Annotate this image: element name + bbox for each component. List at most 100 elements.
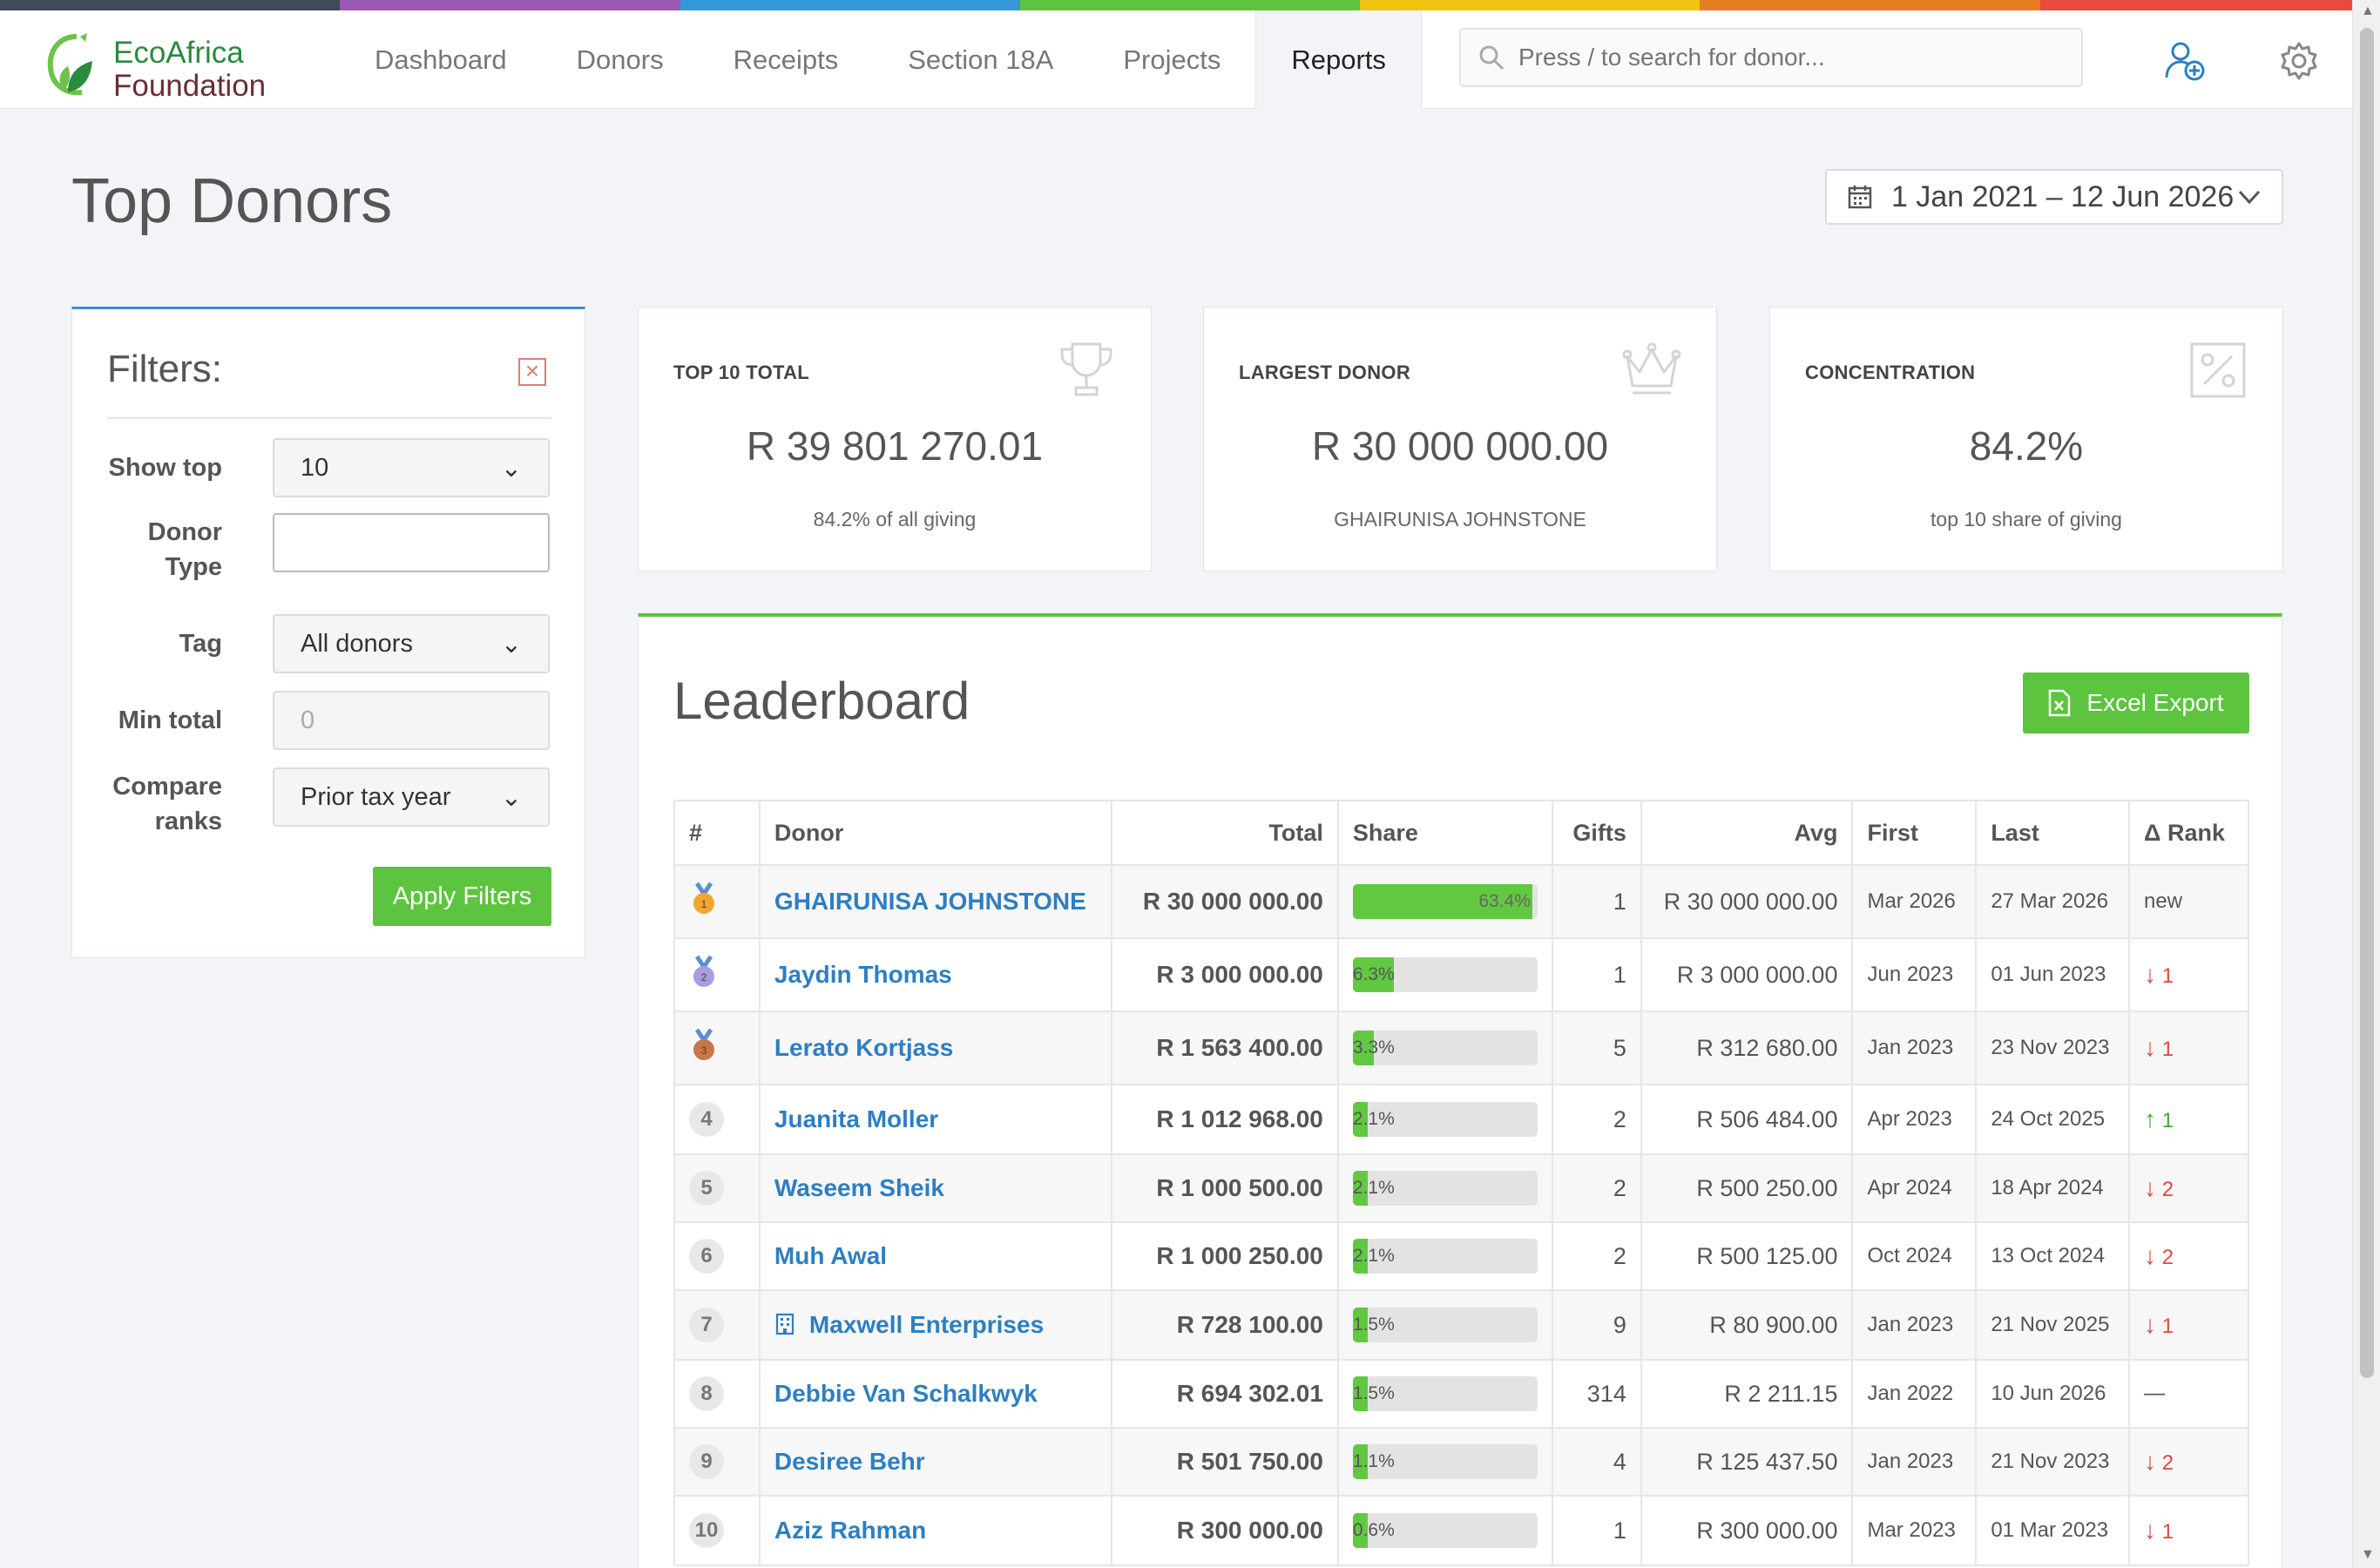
arrow-down-icon: ↓: [2144, 1034, 2157, 1061]
donor-cell[interactable]: Desiree Behr: [758, 1427, 1113, 1497]
nav-receipts[interactable]: Receipts: [733, 44, 839, 75]
nav-donors[interactable]: Donors: [576, 44, 664, 75]
stat-sub: top 10 share of giving: [1930, 508, 2122, 531]
crown-icon: [1622, 342, 1681, 395]
donor-cell[interactable]: Jaydin Thomas: [758, 937, 1113, 1012]
donor-cell[interactable]: Muh Awal: [758, 1221, 1113, 1291]
settings-button[interactable]: [2275, 37, 2323, 85]
donor-link[interactable]: Juanita Moller: [774, 1105, 939, 1132]
percent-icon: [2190, 342, 2246, 398]
search-box[interactable]: [1459, 28, 2083, 87]
gifts-cell: 1: [1551, 864, 1642, 939]
col-rank[interactable]: #: [673, 800, 761, 866]
logo[interactable]: EcoAfrica Foundation: [42, 24, 294, 103]
table-row[interactable]: 7 Maxwell Enterprises R 728 100.00 1.5% 9 R 8…: [673, 1289, 2249, 1361]
search-input[interactable]: [1518, 44, 2041, 71]
excel-file-icon: [2049, 689, 2071, 717]
share-pct: 1.5%: [1352, 1383, 1395, 1403]
first-cell: Jan 2023: [1851, 1427, 1978, 1497]
show-top-select[interactable]: 10 ⌄: [273, 438, 550, 497]
close-filters-icon[interactable]: ×: [518, 358, 546, 386]
table-row[interactable]: 6 Muh Awal R 1 000 250.00 2.1% 2 R 500 125.00…: [673, 1221, 2249, 1291]
total-cell: R 30 000 000.00: [1111, 864, 1339, 939]
tag-select[interactable]: All donors ⌄: [273, 614, 550, 673]
compare-ranks-select[interactable]: Prior tax year ⌄: [273, 767, 550, 827]
donor-link[interactable]: Debbie Van Schalkwyk: [774, 1380, 1038, 1407]
share-bar: 3.3%: [1352, 1031, 1538, 1065]
donor-cell[interactable]: Juanita Moller: [758, 1084, 1113, 1155]
share-cell: 6.3%: [1336, 937, 1553, 1012]
delta-rank-cell: ↑ 1: [2128, 1084, 2249, 1155]
col-avg[interactable]: Avg: [1640, 800, 1854, 866]
date-range-picker[interactable]: 1 Jan 2021 – 12 Jun 2026: [1825, 169, 2283, 225]
share-cell: 1.5%: [1336, 1359, 1553, 1429]
table-row[interactable]: 1 GHAIRUNISA JOHNSTONE R 30 000 000.00 63.4…: [673, 864, 2249, 939]
gifts-cell: 4: [1551, 1427, 1642, 1497]
table-row[interactable]: 10 Aziz Rahman R 300 000.00 0.6% 1 R 300 000.…: [673, 1495, 2249, 1566]
rank-cell: 6: [673, 1221, 761, 1291]
donor-cell[interactable]: Waseem Sheik: [758, 1153, 1113, 1223]
min-total-input[interactable]: 0: [273, 691, 550, 750]
col-total[interactable]: Total: [1111, 800, 1339, 866]
donor-cell[interactable]: Debbie Van Schalkwyk: [758, 1359, 1113, 1429]
first-cell: Apr 2024: [1851, 1153, 1978, 1223]
share-bar: 6.3%: [1352, 957, 1538, 992]
table-row[interactable]: 5 Waseem Sheik R 1 000 500.00 2.1% 2 R 500 25…: [673, 1153, 2249, 1223]
donor-cell[interactable]: Lerato Kortjass: [758, 1010, 1113, 1085]
scrollbar[interactable]: ▲ ▼: [2352, 0, 2380, 1568]
table-row[interactable]: 4 Juanita Moller R 1 012 968.00 2.1% 2 R 506 …: [673, 1084, 2249, 1155]
donor-cell[interactable]: GHAIRUNISA JOHNSTONE: [758, 864, 1113, 939]
excel-export-button[interactable]: Excel Export: [2023, 672, 2249, 733]
share-bar-fill: [1352, 1239, 1368, 1274]
avg-cell: R 3 000 000.00: [1640, 937, 1854, 1012]
add-user-button[interactable]: [2160, 37, 2209, 85]
nav-reports[interactable]: Reports: [1255, 10, 1422, 109]
table-row[interactable]: 9 Desiree Behr R 501 750.00 1.1% 4 R 125 437.…: [673, 1427, 2249, 1497]
share-cell: 0.6%: [1336, 1495, 1553, 1566]
donor-link[interactable]: Muh Awal: [774, 1242, 888, 1269]
apply-filters-button[interactable]: Apply Filters: [373, 867, 551, 926]
col-gifts[interactable]: Gifts: [1551, 800, 1642, 866]
donor-link[interactable]: Jaydin Thomas: [774, 961, 952, 988]
scroll-up-icon[interactable]: ▲: [2361, 3, 2375, 18]
table-row[interactable]: 3 Lerato Kortjass R 1 563 400.00 3.3% 5 R 312…: [673, 1010, 2249, 1085]
share-bar: 63.4%: [1352, 884, 1538, 919]
table-row[interactable]: 2 Jaydin Thomas R 3 000 000.00 6.3% 1 R 3 000…: [673, 937, 2249, 1012]
scroll-down-icon[interactable]: ▼: [2361, 1547, 2375, 1562]
donor-type-label: Donor Type: [148, 515, 222, 585]
rank-cell: 10: [673, 1495, 761, 1566]
share-cell: 2.1%: [1336, 1084, 1553, 1155]
rank-cell: 5: [673, 1153, 761, 1223]
col-first[interactable]: First: [1851, 800, 1978, 866]
nav-section-18a[interactable]: Section 18A: [908, 44, 1054, 75]
share-bar-fill: [1352, 1102, 1368, 1137]
donor-link[interactable]: Waseem Sheik: [774, 1174, 944, 1201]
first-cell: Jun 2023: [1851, 937, 1978, 1012]
first-cell: Jan 2022: [1851, 1359, 1978, 1429]
total-cell: R 3 000 000.00: [1111, 937, 1339, 1012]
donor-link[interactable]: Lerato Kortjass: [774, 1034, 954, 1061]
donor-link[interactable]: Maxwell Enterprises: [808, 1311, 1045, 1338]
nav-dashboard[interactable]: Dashboard: [375, 44, 507, 75]
trophy-icon: [1060, 342, 1112, 396]
col-last[interactable]: Last: [1975, 800, 2131, 866]
total-cell: R 501 750.00: [1111, 1427, 1339, 1497]
donor-link[interactable]: Desiree Behr: [774, 1448, 925, 1475]
donor-cell[interactable]: Maxwell Enterprises: [758, 1289, 1113, 1361]
delta-value: 1: [2161, 1520, 2174, 1544]
stat-card-concentration: CONCENTRATION 84.2% top 10 share of givi…: [1769, 307, 2283, 571]
donor-type-input[interactable]: [273, 513, 550, 572]
table-row[interactable]: 8 Debbie Van Schalkwyk R 694 302.01 1.5% 314…: [673, 1359, 2249, 1429]
stat-label: CONCENTRATION: [1805, 362, 1976, 383]
nav-projects[interactable]: Projects: [1123, 44, 1221, 75]
scrollbar-thumb[interactable]: [2360, 28, 2374, 1378]
share-cell: 2.1%: [1336, 1153, 1553, 1223]
donor-link[interactable]: Aziz Rahman: [774, 1517, 927, 1544]
col-delta-rank[interactable]: Δ Rank: [2128, 800, 2249, 866]
donor-cell[interactable]: Aziz Rahman: [758, 1495, 1113, 1566]
col-share[interactable]: Share: [1336, 800, 1553, 866]
col-donor[interactable]: Donor: [758, 800, 1113, 866]
leaderboard-body: 1 GHAIRUNISA JOHNSTONE R 30 000 000.00 63.4…: [673, 864, 2249, 1566]
donor-link[interactable]: GHAIRUNISA JOHNSTONE: [774, 888, 1086, 915]
share-pct: 2.1%: [1352, 1246, 1395, 1266]
